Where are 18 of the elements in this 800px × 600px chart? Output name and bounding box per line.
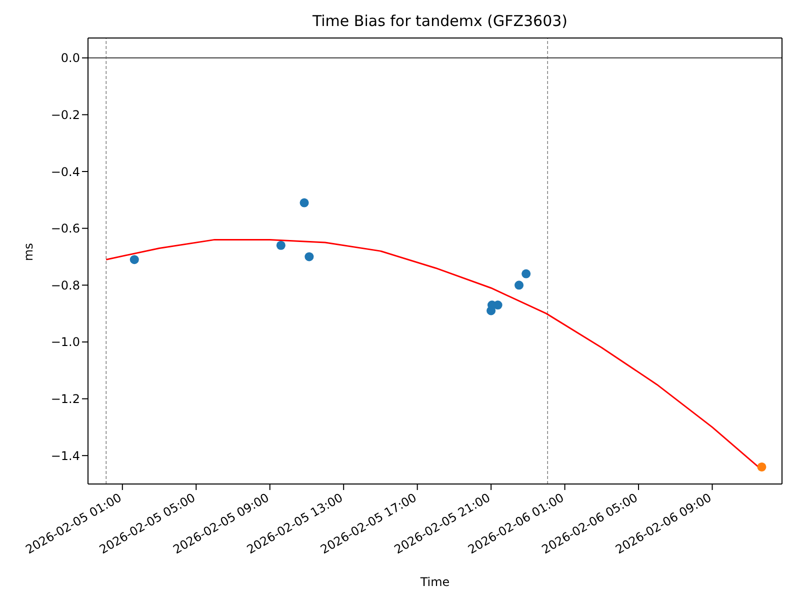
point xyxy=(304,252,314,262)
point xyxy=(276,240,286,250)
point xyxy=(514,280,524,290)
y-tick-label: −0.6 xyxy=(50,222,80,236)
y-tick-label: −0.4 xyxy=(50,164,80,179)
x-axis-title: Time xyxy=(419,575,450,589)
point xyxy=(522,269,531,278)
y-tick-label: −1.2 xyxy=(50,392,80,406)
point xyxy=(757,462,766,472)
y-axis-title: ms xyxy=(21,243,36,261)
point xyxy=(130,255,139,264)
y-tick-label: −1.4 xyxy=(50,448,80,463)
chart-title: Time Bias for tandemx (GFZ3603) xyxy=(311,11,569,32)
y-tick-label: −1.0 xyxy=(50,335,80,350)
point xyxy=(300,198,309,208)
y-tick-label: 0.0 xyxy=(60,51,80,66)
y-tick-label: −0.8 xyxy=(50,278,80,292)
y-tick-label: −0.2 xyxy=(50,108,80,122)
